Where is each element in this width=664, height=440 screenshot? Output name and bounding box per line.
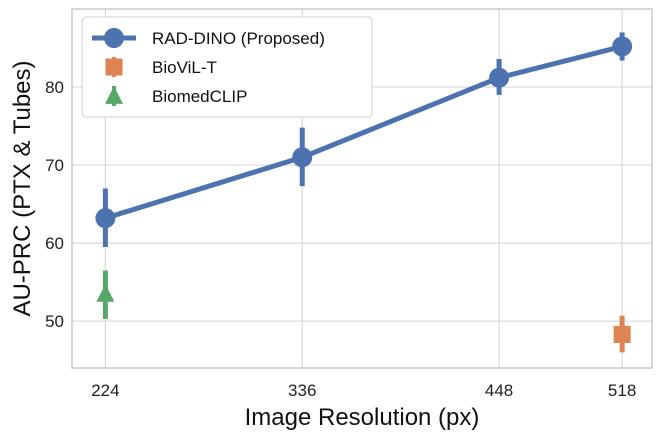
data-point xyxy=(96,283,115,302)
legend-marker xyxy=(104,28,124,48)
legend-label: RAD-DINO (Proposed) xyxy=(152,29,325,48)
x-axis-ticks: 224 336 448 518 xyxy=(91,381,636,400)
legend-marker xyxy=(105,86,123,104)
y-tick-label: 70 xyxy=(45,156,64,175)
plot-frame xyxy=(71,8,653,369)
series-2 xyxy=(96,270,115,319)
series-line xyxy=(104,44,623,221)
x-tick-label: 336 xyxy=(288,381,316,400)
series-0 xyxy=(95,32,633,248)
legend-label: BioViL-T xyxy=(152,58,217,77)
legend-label: BiomedCLIP xyxy=(152,87,247,106)
legend-box xyxy=(81,16,373,118)
series-1 xyxy=(613,315,631,353)
data-point xyxy=(489,67,510,88)
x-tick-label: 448 xyxy=(485,381,513,400)
data-point xyxy=(292,147,313,168)
data-point xyxy=(613,325,631,343)
y-tick-label: 60 xyxy=(45,234,64,253)
data-point xyxy=(95,208,116,229)
y-tick-label: 50 xyxy=(45,312,64,331)
x-tick-label: 518 xyxy=(608,381,636,400)
legend-marker xyxy=(105,58,123,76)
x-tick-label: 224 xyxy=(91,381,119,400)
x-axis-label: Image Resolution (px) xyxy=(245,404,480,431)
y-tick-label: 80 xyxy=(45,78,64,97)
series-layer xyxy=(95,32,633,353)
y-axis-ticks: 50 60 70 80 xyxy=(45,78,64,331)
legend-item: RAD-DINO (Proposed) xyxy=(92,28,325,48)
data-point xyxy=(612,36,633,57)
legend: RAD-DINO (Proposed) BioViL-T BiomedCLIP xyxy=(81,16,373,118)
legend-item: BiomedCLIP xyxy=(105,86,247,106)
y-axis-label: AU-PRC (PTX & Tubes) xyxy=(9,60,36,316)
legend-item: BioViL-T xyxy=(105,57,217,77)
